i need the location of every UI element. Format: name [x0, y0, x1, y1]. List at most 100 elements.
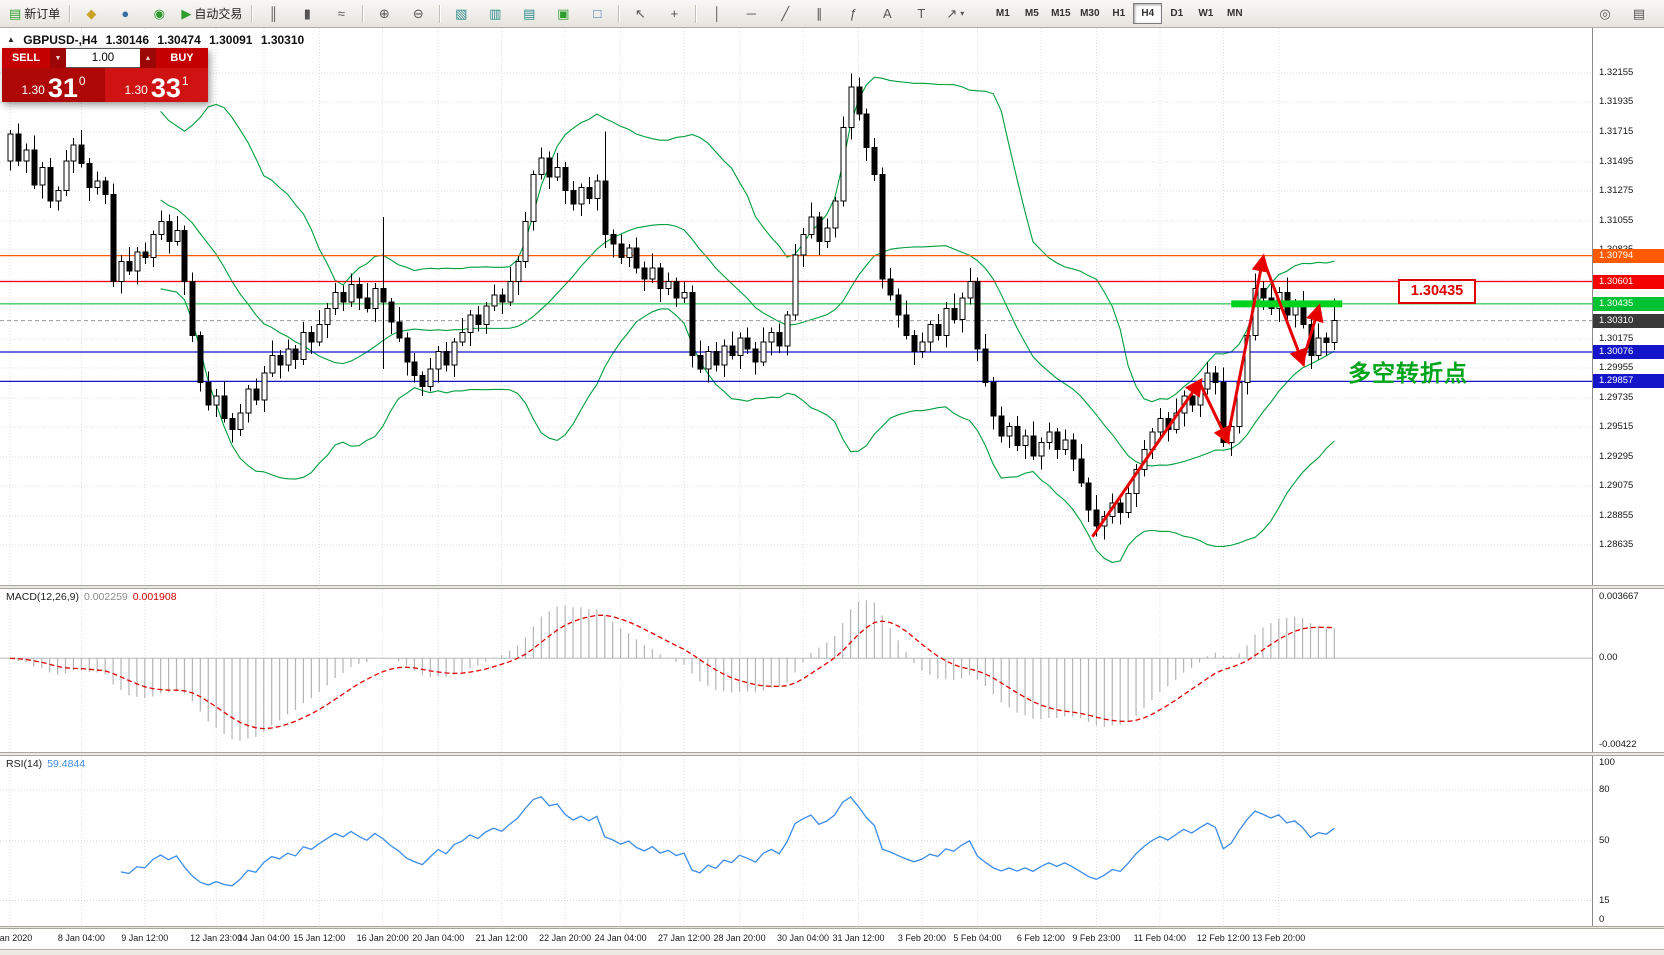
crosshair-button[interactable]: +: [657, 2, 691, 26]
tf-d1-button[interactable]: D1: [1170, 8, 1184, 19]
macd-axis[interactable]: 0.003667 0.00 -0.00422: [1592, 589, 1664, 752]
tile-horizontal-button[interactable]: ▥: [478, 2, 512, 26]
rsi-label: RSI(14) 59.4844: [6, 758, 85, 770]
tf-m1-button[interactable]: M1: [995, 8, 1010, 19]
price-chart-pane[interactable]: ▲ GBPUSD-,H4 1.30146 1.30474 1.30091 1.3…: [0, 28, 1592, 585]
buy-price-button[interactable]: 1.30 33 1: [105, 68, 208, 102]
search-icon: ◎: [1599, 5, 1611, 21]
tf-m15-button[interactable]: M15: [1051, 8, 1071, 19]
tf-m5-button[interactable]: M5: [1024, 8, 1039, 19]
cursor-button[interactable]: ↖: [623, 2, 657, 26]
time-axis-label: 3 Feb 20:00: [897, 933, 946, 943]
price-axis-label: 1.29735: [1599, 391, 1634, 403]
new-order-icon: ▤: [9, 5, 22, 21]
time-axis-label: 8 Jan 04:00: [57, 933, 105, 943]
vertical-line-button[interactable]: │: [700, 2, 734, 26]
volume-down-button[interactable]: ▼: [50, 48, 66, 68]
pane-divider[interactable]: [0, 752, 1664, 756]
toolbar-separator: [69, 4, 71, 23]
macd-pane[interactable]: MACD(12,26,9) 0.002259 0.001908: [0, 589, 1592, 752]
tf-m30-button[interactable]: M30: [1080, 8, 1100, 19]
one-click-trading-panel: SELL ▼ 1.00 ▲ BUY 1.30 31 0 1.30 33 1: [2, 48, 208, 102]
tf-h1-button[interactable]: H1: [1112, 8, 1126, 19]
price-axis-label: 1.32155: [1599, 66, 1634, 78]
trendline-button[interactable]: ╱: [768, 2, 802, 26]
volume-up-button[interactable]: ▲: [140, 48, 156, 68]
data-window-button[interactable]: ●: [108, 2, 142, 26]
arrow-tools-button[interactable]: ↗ ▾: [938, 2, 972, 26]
rsi-axis[interactable]: 100 80 50 15 0: [1592, 756, 1664, 926]
tf-h4-button[interactable]: H4: [1133, 3, 1163, 24]
pane-divider[interactable]: [0, 926, 1664, 929]
rsi-axis-label: 50: [1599, 835, 1610, 846]
zoom-out-icon: ⊖: [412, 5, 424, 21]
time-axis-label: 6 Feb 12:00: [1016, 933, 1065, 943]
price-axis-label: 1.28635: [1599, 539, 1634, 551]
chevron-down-icon: ▾: [960, 9, 965, 18]
price-axis-label: 1.31055: [1599, 214, 1634, 226]
macd-signal-value: 0.001908: [132, 591, 177, 603]
candlestick-chart[interactable]: [0, 28, 1592, 585]
zoom-in-icon: ⊕: [378, 5, 390, 21]
horizontal-line-button[interactable]: ─: [734, 2, 768, 26]
text-button[interactable]: A: [870, 2, 904, 26]
fibonacci-button[interactable]: ƒ: [836, 2, 870, 26]
trend-note-text[interactable]: 多空转折点: [1348, 359, 1468, 386]
zoom-out-button[interactable]: ⊖: [401, 2, 435, 26]
line-chart-icon: ≈: [337, 6, 345, 21]
macd-chart[interactable]: [0, 589, 1592, 752]
time-axis-label: 31 Jan 12:00: [832, 933, 885, 943]
tile-vertical-button[interactable]: ▤: [512, 2, 546, 26]
tile-horizontal-icon: ▥: [489, 5, 502, 21]
price-tag: 1.30794: [1593, 248, 1664, 263]
cascade-windows-button[interactable]: ▧: [444, 2, 478, 26]
chart-profile-button[interactable]: ▤: [1622, 2, 1656, 26]
trendline-icon: ╱: [781, 5, 790, 21]
sell-price-button[interactable]: 1.30 31 0: [2, 68, 105, 102]
fibonacci-icon: ƒ: [849, 6, 857, 21]
rsi-pane[interactable]: RSI(14) 59.4844: [0, 756, 1592, 926]
symbol-period: GBPUSD-,H4: [23, 33, 98, 47]
ohlc-high: 1.30474: [157, 33, 201, 47]
time-axis-label: 15 Jan 12:00: [293, 933, 346, 943]
price-tag: 1.29857: [1593, 374, 1664, 389]
sell-button[interactable]: SELL: [2, 48, 50, 68]
ohlc-open: 1.30146: [105, 33, 150, 47]
rsi-chart[interactable]: [0, 756, 1592, 926]
text-icon: A: [882, 6, 892, 21]
time-axis-label: 11 Feb 04:00: [1133, 933, 1187, 943]
target-icon: ◉: [153, 5, 165, 21]
zoom-in-button[interactable]: ⊕: [367, 2, 401, 26]
bar-chart-button[interactable]: ║: [256, 2, 290, 26]
strategy-tester-button[interactable]: ◉: [142, 2, 176, 26]
bar-chart-icon: ║: [268, 6, 278, 21]
macd-axis-label: 0.003667: [1599, 591, 1639, 602]
tf-w1-button[interactable]: W1: [1198, 8, 1214, 19]
sell-price-prefix: 1.30: [21, 83, 45, 97]
candlestick-chart-button[interactable]: ▮: [290, 2, 324, 26]
channel-button[interactable]: ∥: [802, 2, 836, 26]
volume-input[interactable]: 1.00: [66, 48, 140, 68]
profile-icon: ▤: [1632, 5, 1646, 21]
toolbar-separator: [618, 4, 620, 23]
snapshot-button[interactable]: □: [580, 2, 614, 26]
text-label-button[interactable]: T: [904, 2, 938, 26]
new-chart-button[interactable]: ▣: [546, 2, 580, 26]
toolbar-right-group: ◎ ▤: [1588, 2, 1656, 26]
buy-button[interactable]: BUY: [156, 48, 208, 68]
indicator-search-button[interactable]: ◎: [1588, 2, 1622, 26]
pane-divider[interactable]: [0, 585, 1664, 589]
text-label-icon: T: [917, 6, 926, 21]
tf-mn-button[interactable]: MN: [1227, 8, 1243, 19]
auto-trading-label: 自动交易: [194, 7, 243, 21]
price-axis[interactable]: 1.32155 1.31935 1.31715 1.31495 1.31275 1.310…: [1592, 28, 1664, 585]
main-toolbar: ▤ 新订单 ◆ ● ◉ ▶ 自动交易 ║ ▮ ≈ ⊕ ⊖ ▧ ▥ ▤ ▣ □ ↖…: [0, 0, 1664, 28]
market-watch-button[interactable]: ◆: [74, 2, 108, 26]
time-axis[interactable]: 6 Jan 2020 8 Jan 04:00 9 Jan 12:00 12 Jan 2…: [0, 929, 1664, 949]
line-chart-button[interactable]: ≈: [324, 2, 358, 26]
time-axis-label: 28 Jan 20:00: [713, 933, 766, 943]
toolbar-separator: [439, 4, 441, 23]
price-level-callout[interactable]: 1.30435: [1398, 278, 1476, 304]
new-order-button[interactable]: ▤ 新订单: [4, 2, 65, 26]
auto-trading-button[interactable]: ▶ 自动交易: [176, 2, 247, 26]
